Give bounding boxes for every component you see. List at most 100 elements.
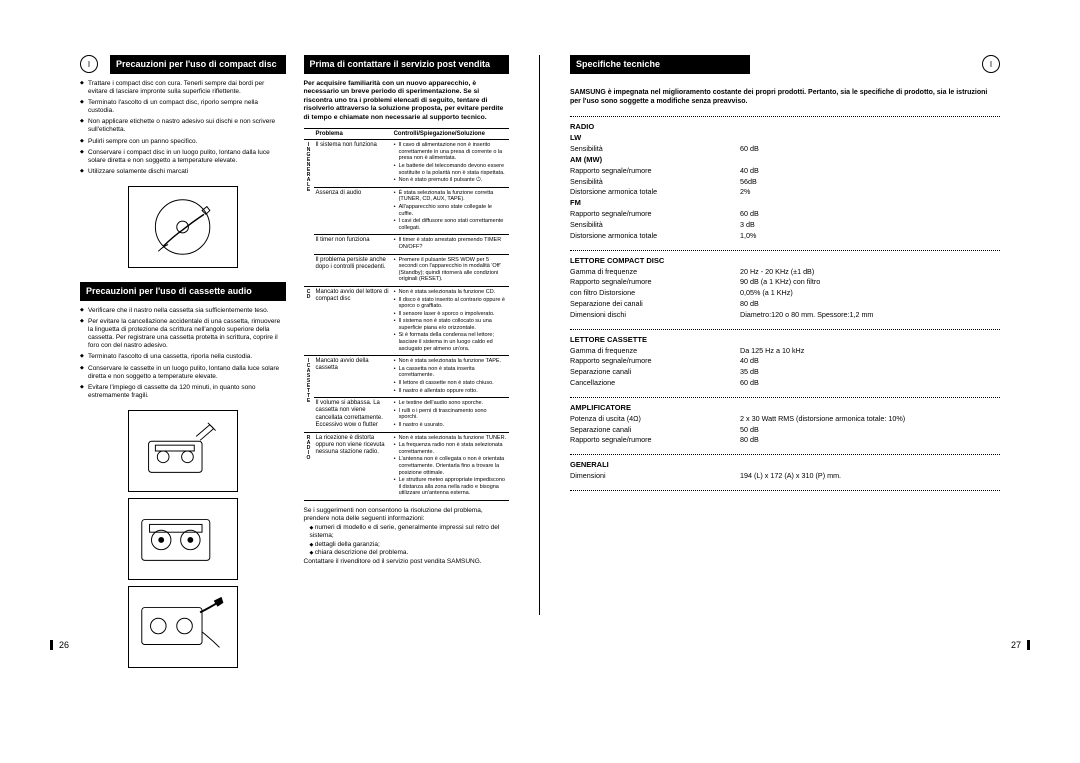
spec-row: Potenza di uscita (4Ω)2 x 30 Watt RMS (d… <box>570 414 1000 425</box>
cd-precautions-list: Trattare i compact disc con cura. Tenerl… <box>80 80 286 176</box>
spec-value: 60 dB <box>740 378 1000 389</box>
table-solution-cell: Le testine dell'audio sono sporche.I rul… <box>392 398 509 432</box>
spec-row: Cancellazione60 dB <box>570 378 1000 389</box>
spec-subheading: FM <box>570 198 1000 207</box>
list-item: Conservare i compact disc in un luogo pu… <box>80 149 286 165</box>
spec-value: Diametro:120 o 80 mm. Spessore:1,2 mm <box>740 310 1000 321</box>
spec-subheading: AM (MW) <box>570 155 1000 164</box>
spec-value: 0,05% (a 1 KHz) <box>740 288 1000 299</box>
lang-badge-label: I <box>88 60 90 69</box>
list-item: Trattare i compact disc con cura. Tenerl… <box>80 80 286 96</box>
spec-row: Sensibilità60 dB <box>570 144 1000 155</box>
table-group-label: RADIO <box>304 432 314 500</box>
list-item: Pulirli sempre con un panno specifico. <box>80 138 286 146</box>
table-problem-cell: Assenza di audio <box>314 187 392 235</box>
list-item: Evitare l'impiego di cassette da 120 min… <box>80 384 286 400</box>
spec-table: RADIOLWSensibilità60 dBAM (MW)Rapporto s… <box>570 122 1000 491</box>
section-header-service: Prima di contattare il servizio post ven… <box>304 55 510 74</box>
spec-row: Dimensioni194 (L) x 172 (A) x 310 (P) mm… <box>570 471 1000 482</box>
table-solution-cell: È stata selezionata la funzione corretta… <box>392 187 509 235</box>
table-solution-cell: Premere il pulsante SRS WOW per 5 second… <box>392 254 509 286</box>
spec-row: Rapporto segnale/rumore40 dB <box>570 356 1000 367</box>
divider <box>570 116 1000 117</box>
spec-heading: RADIO <box>570 122 1000 131</box>
spec-heading: AMPLIFICATORE <box>570 403 1000 412</box>
spec-label: Sensibilità <box>570 220 740 231</box>
list-item: Per evitare la cancellazione accidentale… <box>80 318 286 351</box>
table-solution-cell: Non è stata selezionata la funzione TAPE… <box>392 356 509 398</box>
spec-value: 20 Hz - 20 KHz (±1 dB) <box>740 267 1000 278</box>
divider <box>570 397 1000 398</box>
spec-value: 1,0% <box>740 231 1000 242</box>
spec-row: Sensibilità3 dB <box>570 220 1000 231</box>
spec-label: Separazione canali <box>570 425 740 436</box>
divider <box>570 454 1000 455</box>
cassette-illustration-1 <box>128 410 238 492</box>
spec-value: 2% <box>740 187 1000 198</box>
spec-label: Gamma di frequenze <box>570 267 740 278</box>
table-header <box>304 129 314 140</box>
spec-label: Rapporto segnale/rumore <box>570 435 740 446</box>
spec-heading: GENERALI <box>570 460 1000 469</box>
table-solution-cell: Non è stata selezionata la funzione CD.I… <box>392 286 509 355</box>
table-group-label: ICASSETTE <box>304 356 314 432</box>
table-header: Controlli/Spiegazione/Soluzione <box>392 129 509 140</box>
lang-badge-icon: I <box>80 55 98 73</box>
table-group-label: CD <box>304 286 314 355</box>
spec-row: Dimensioni dischiDiametro:120 o 80 mm. S… <box>570 310 1000 321</box>
spec-row: Distorsione armonica totale1,0% <box>570 231 1000 242</box>
spec-value: 2 x 30 Watt RMS (distorsione armonica to… <box>740 414 1000 425</box>
cassette-precautions-list: Verificare che il nastro nella cassetta … <box>80 307 286 400</box>
spec-label: Rapporto segnale/rumore <box>570 277 740 288</box>
spec-intro: SAMSUNG è impegnata nel miglioramento co… <box>570 88 1000 106</box>
section-header-specs: Specifiche tecniche <box>570 55 750 74</box>
list-item: Conservare le cassette in un luogo pulit… <box>80 365 286 381</box>
table-problem-cell: Il sistema non funziona <box>314 140 392 188</box>
table-problem-cell: La ricezione è distorta oppure non viene… <box>314 432 392 500</box>
spec-value: 3 dB <box>740 220 1000 231</box>
spec-value: 80 dB <box>740 435 1000 446</box>
spec-row: Separazione dei canali80 dB <box>570 299 1000 310</box>
spec-label: Potenza di uscita (4Ω) <box>570 414 740 425</box>
spec-row: Rapporto segnale/rumore90 dB (a 1 KHz) c… <box>570 277 1000 288</box>
spec-value: 40 dB <box>740 166 1000 177</box>
list-item: Terminato l'ascolto di un compact disc, … <box>80 99 286 115</box>
after-line2: Contattare il rivenditore od il servizio… <box>304 558 510 566</box>
table-problem-cell: Il problema persiste anche dopo i contro… <box>314 254 392 286</box>
spec-section: RADIOLWSensibilità60 dBAM (MW)Rapporto s… <box>570 122 1000 242</box>
spec-row: Sensibilità56dB <box>570 177 1000 188</box>
right-page: Specifiche tecniche I SAMSUNG è impegnat… <box>540 55 1030 615</box>
divider <box>570 490 1000 491</box>
after-table-text: Se i suggerimenti non consentono la riso… <box>304 507 510 566</box>
spec-label: Gamma di frequenze <box>570 346 740 357</box>
table-problem-cell: Mancato avvio della cassetta <box>314 356 392 398</box>
list-item: Terminato l'ascolto di una cassetta, rip… <box>80 353 286 361</box>
service-intro: Per acquisire familiarità con un nuovo a… <box>304 80 510 122</box>
spec-label: Sensibilità <box>570 177 740 188</box>
spec-value: 35 dB <box>740 367 1000 378</box>
list-item: numeri di modello e di serie, generalmen… <box>310 524 510 541</box>
spec-label: Separazione canali <box>570 367 740 378</box>
table-solution-cell: Il timer è stato arrestato premendo TIME… <box>392 235 509 254</box>
table-problem-cell: Il volume si abbassa. La cassetta non vi… <box>314 398 392 432</box>
spec-row: Rapporto segnale/rumore60 dB <box>570 209 1000 220</box>
spec-row: Separazione canali50 dB <box>570 425 1000 436</box>
spec-label: Distorsione armonica totale <box>570 187 740 198</box>
spec-value: Da 125 Hz a 10 kHz <box>740 346 1000 357</box>
spec-label: Distorsione armonica totale <box>570 231 740 242</box>
spec-row: con filtro Distorsione0,05% (a 1 KHz) <box>570 288 1000 299</box>
spec-label: Separazione dei canali <box>570 299 740 310</box>
spec-value: 194 (L) x 172 (A) x 310 (P) mm. <box>740 471 1000 482</box>
spread: I Precauzioni per l'uso di compact disc … <box>50 55 1030 615</box>
spec-value: 60 dB <box>740 209 1000 220</box>
divider <box>570 329 1000 330</box>
page-number-right: 27 <box>1011 640 1030 650</box>
table-solution-cell: Il cavo di alimentazione non è inserito … <box>392 140 509 188</box>
spec-section: GENERALI Dimensioni194 (L) x 172 (A) x 31… <box>570 460 1000 482</box>
spec-label: Cancellazione <box>570 378 740 389</box>
spec-label: Sensibilità <box>570 144 740 155</box>
spec-label: Rapporto segnale/rumore <box>570 166 740 177</box>
spec-label: con filtro Distorsione <box>570 288 740 299</box>
table-group-label: INGENERALE <box>304 140 314 287</box>
list-item: Utilizzare solamente dischi marcati <box>80 168 286 176</box>
